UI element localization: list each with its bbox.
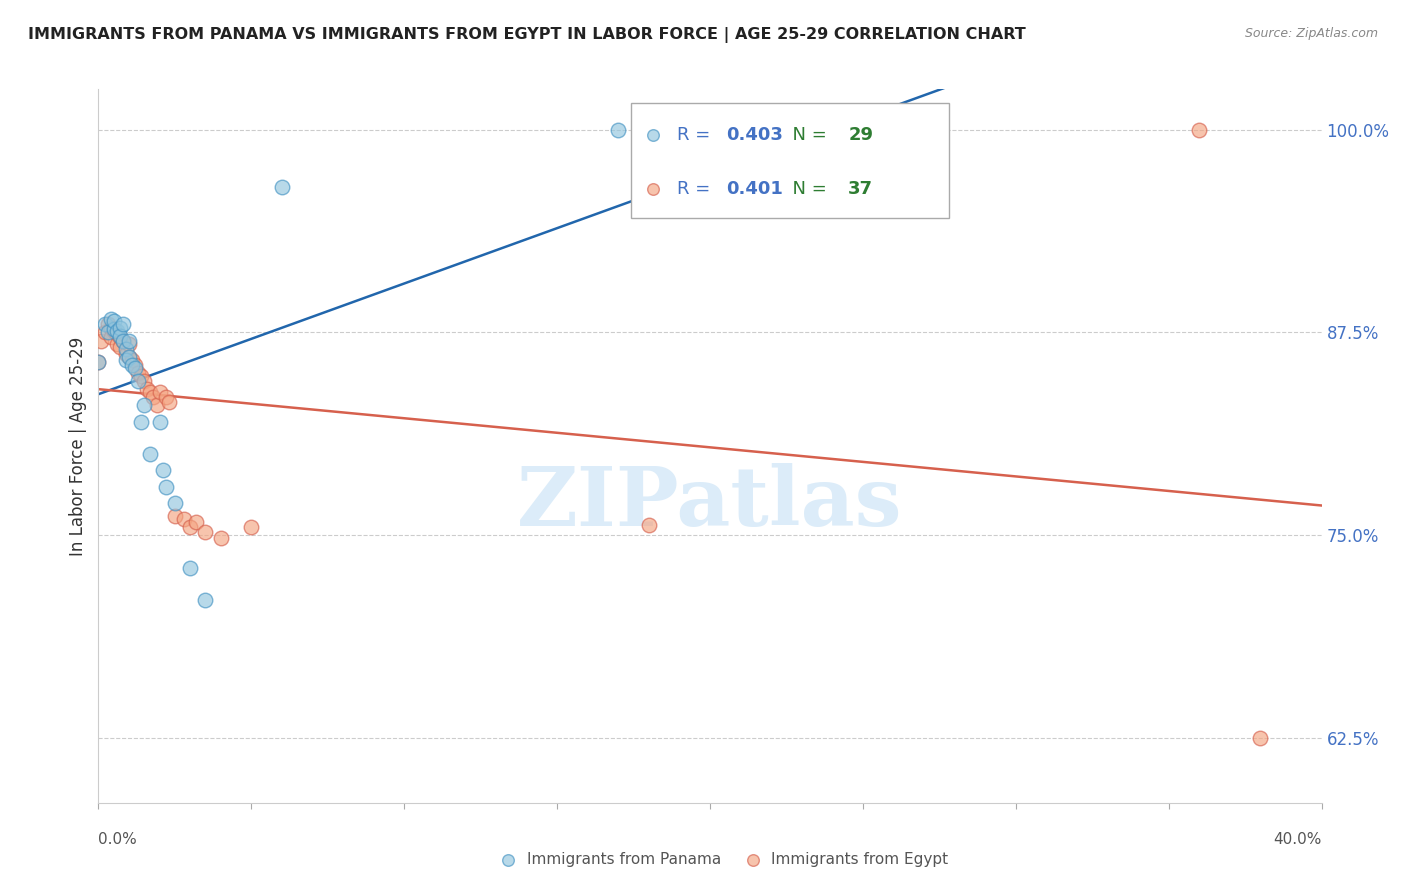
Text: 29: 29	[848, 127, 873, 145]
Point	[90, 334, 112, 348]
Point	[97, 326, 120, 340]
Point	[163, 496, 186, 510]
Point	[157, 395, 180, 409]
Point	[637, 518, 661, 533]
Point	[108, 340, 131, 354]
Text: 0.403: 0.403	[725, 127, 783, 145]
Point	[145, 399, 167, 413]
Point	[155, 390, 177, 404]
Point	[149, 385, 172, 400]
Point	[100, 330, 122, 344]
Point	[108, 328, 131, 343]
Point	[115, 346, 138, 360]
Point	[105, 324, 128, 338]
Text: N =: N =	[780, 180, 832, 198]
Text: Source: ZipAtlas.com: Source: ZipAtlas.com	[1244, 27, 1378, 40]
Point	[118, 336, 141, 351]
Point	[270, 179, 292, 194]
Point	[93, 326, 115, 340]
Point	[194, 524, 217, 539]
Y-axis label: In Labor Force | Age 25-29: In Labor Force | Age 25-29	[69, 336, 87, 556]
Text: 0.401: 0.401	[725, 180, 783, 198]
Point	[118, 334, 141, 348]
Point	[194, 593, 217, 607]
Point	[179, 560, 201, 574]
Text: ZIPatlas: ZIPatlas	[517, 463, 903, 543]
Text: Immigrants from Panama: Immigrants from Panama	[526, 853, 721, 867]
Point	[87, 354, 110, 368]
Point	[179, 520, 201, 534]
Point	[127, 366, 149, 380]
Point	[173, 512, 195, 526]
Point	[1249, 731, 1271, 745]
Point	[100, 312, 122, 326]
Point	[155, 479, 177, 493]
Text: 40.0%: 40.0%	[1274, 832, 1322, 847]
Point	[115, 342, 138, 356]
Point	[142, 390, 165, 404]
Point	[115, 353, 138, 368]
Point	[209, 532, 232, 546]
Point	[139, 447, 162, 461]
Point	[134, 399, 156, 413]
Point	[134, 374, 156, 388]
Point	[108, 330, 131, 344]
Point	[97, 318, 120, 332]
Point	[87, 354, 110, 368]
Point	[105, 336, 128, 351]
Point	[152, 463, 174, 477]
Point	[111, 334, 134, 348]
Point	[118, 350, 141, 364]
Point	[105, 327, 128, 342]
Point	[100, 320, 122, 334]
Text: IMMIGRANTS FROM PANAMA VS IMMIGRANTS FROM EGYPT IN LABOR FORCE | AGE 25-29 CORRE: IMMIGRANTS FROM PANAMA VS IMMIGRANTS FRO…	[28, 27, 1026, 43]
Point	[136, 382, 159, 396]
Point	[607, 122, 630, 136]
Point	[124, 361, 146, 376]
Point	[118, 350, 141, 364]
Text: 37: 37	[848, 180, 873, 198]
Text: R =: R =	[678, 127, 716, 145]
Text: Immigrants from Egypt: Immigrants from Egypt	[772, 853, 948, 867]
Point	[121, 358, 143, 372]
Text: N =: N =	[780, 127, 832, 145]
Point	[129, 369, 152, 384]
Point	[103, 322, 125, 336]
Point	[240, 520, 263, 534]
Point	[103, 324, 125, 338]
Point	[129, 415, 152, 429]
Point	[93, 318, 115, 332]
Text: R =: R =	[678, 180, 716, 198]
Point	[124, 358, 146, 372]
Point	[127, 374, 149, 388]
Point	[108, 320, 131, 334]
Point	[139, 385, 162, 400]
Point	[186, 515, 208, 529]
Point	[121, 353, 143, 368]
FancyBboxPatch shape	[630, 103, 949, 218]
Point	[103, 314, 125, 328]
Point	[149, 415, 172, 429]
Point	[163, 508, 186, 523]
Text: 0.0%: 0.0%	[98, 832, 138, 847]
Point	[1188, 122, 1211, 136]
Point	[111, 334, 134, 348]
Point	[111, 318, 134, 332]
